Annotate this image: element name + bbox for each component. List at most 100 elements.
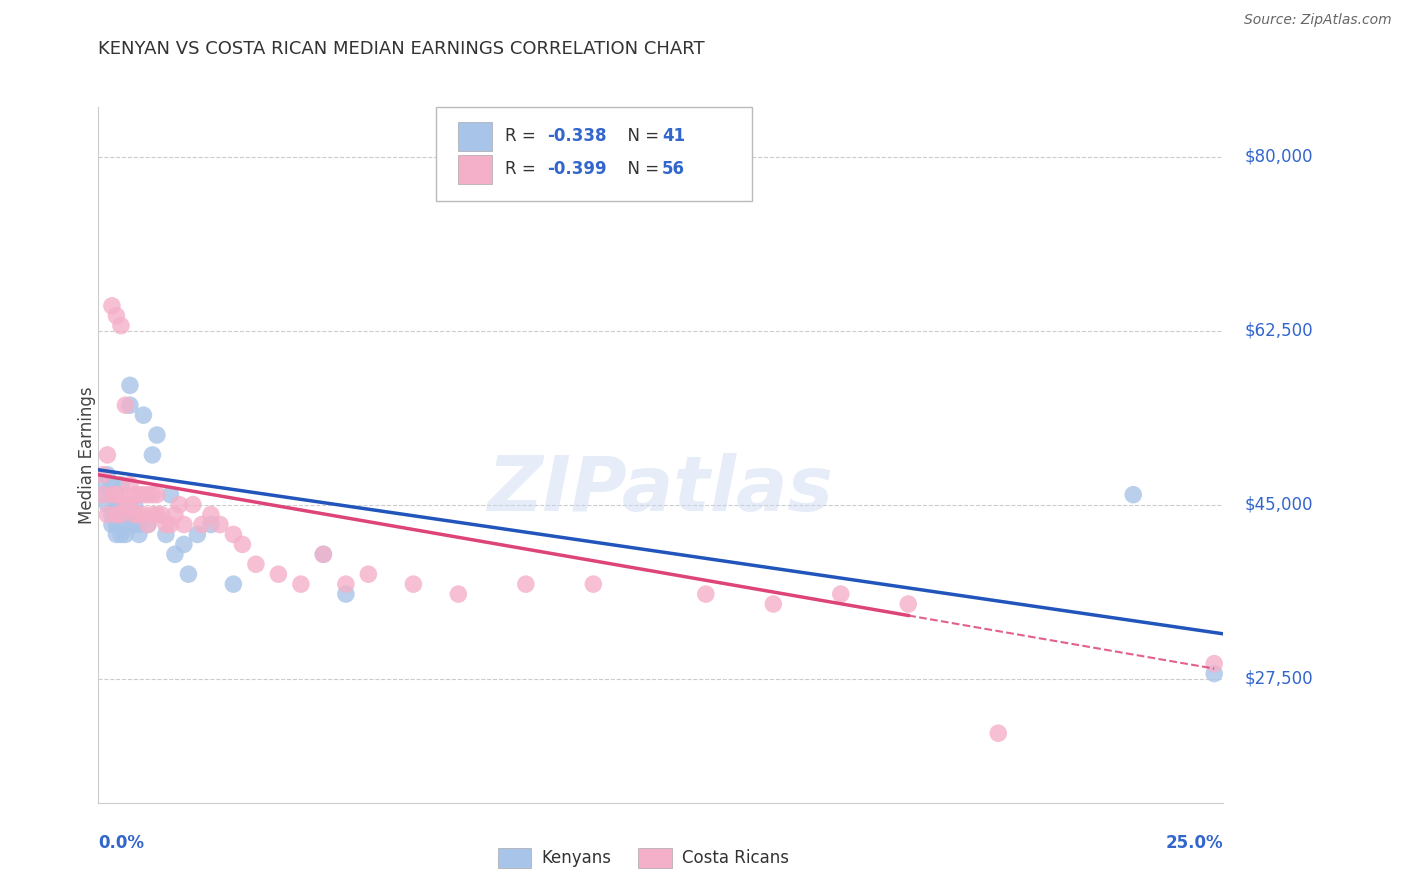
Text: $80,000: $80,000 — [1244, 148, 1313, 166]
Point — [181, 498, 204, 512]
Text: -0.399: -0.399 — [547, 161, 606, 178]
Point — [114, 517, 136, 532]
Point — [290, 577, 312, 591]
Point — [91, 477, 114, 491]
Point — [150, 508, 173, 522]
Text: 25.0%: 25.0% — [1166, 834, 1223, 852]
Point — [101, 477, 124, 491]
Point — [222, 577, 245, 591]
Point — [124, 517, 146, 532]
Point — [515, 577, 537, 591]
Point — [357, 567, 380, 582]
Point — [582, 577, 605, 591]
Text: ZIPatlas: ZIPatlas — [488, 453, 834, 526]
Y-axis label: Median Earnings: Median Earnings — [79, 386, 96, 524]
Point — [173, 537, 195, 551]
Point — [118, 378, 141, 392]
Point — [163, 547, 186, 561]
Point — [105, 309, 128, 323]
Point — [191, 517, 214, 532]
Point — [96, 498, 118, 512]
Point — [146, 488, 169, 502]
Point — [105, 527, 128, 541]
Point — [141, 488, 163, 502]
Point — [110, 488, 132, 502]
Point — [200, 508, 222, 522]
Point — [128, 517, 150, 532]
Point — [897, 597, 920, 611]
Point — [200, 517, 222, 532]
Text: Source: ZipAtlas.com: Source: ZipAtlas.com — [1244, 13, 1392, 28]
Point — [114, 398, 136, 412]
Point — [762, 597, 785, 611]
Point — [118, 498, 141, 512]
Point — [186, 527, 208, 541]
Text: $27,500: $27,500 — [1244, 670, 1313, 688]
Text: Costa Ricans: Costa Ricans — [682, 849, 789, 867]
Text: $62,500: $62,500 — [1244, 322, 1313, 340]
Point — [136, 488, 159, 502]
Text: R =: R = — [505, 128, 541, 145]
Point — [91, 467, 114, 482]
Point — [132, 488, 155, 502]
Point — [335, 577, 357, 591]
Point — [136, 517, 159, 532]
Point — [136, 517, 159, 532]
Point — [155, 517, 177, 532]
Point — [169, 498, 191, 512]
Point — [110, 508, 132, 522]
Point — [312, 547, 335, 561]
Point — [132, 508, 155, 522]
Point — [1122, 488, 1144, 502]
Point — [146, 508, 169, 522]
Point — [146, 428, 169, 442]
Point — [124, 508, 146, 522]
Point — [101, 517, 124, 532]
Point — [128, 508, 150, 522]
Point — [335, 587, 357, 601]
Point — [245, 558, 267, 572]
Point — [96, 508, 118, 522]
Point — [105, 498, 128, 512]
Point — [105, 488, 128, 502]
Point — [101, 299, 124, 313]
Text: KENYAN VS COSTA RICAN MEDIAN EARNINGS CORRELATION CHART: KENYAN VS COSTA RICAN MEDIAN EARNINGS CO… — [98, 40, 704, 58]
Point — [96, 467, 118, 482]
Point — [105, 488, 128, 502]
Point — [267, 567, 290, 582]
Point — [114, 498, 136, 512]
Point — [110, 508, 132, 522]
Text: Kenyans: Kenyans — [541, 849, 612, 867]
Text: N =: N = — [617, 161, 665, 178]
Point — [105, 508, 128, 522]
Point — [155, 527, 177, 541]
Text: 56: 56 — [662, 161, 685, 178]
Point — [222, 527, 245, 541]
Text: 41: 41 — [662, 128, 685, 145]
Point — [110, 318, 132, 333]
Point — [402, 577, 425, 591]
Text: N =: N = — [617, 128, 665, 145]
Point — [118, 477, 141, 491]
Point — [105, 517, 128, 532]
Point — [1204, 666, 1226, 681]
Point — [159, 517, 181, 532]
Point — [128, 488, 150, 502]
Point — [118, 398, 141, 412]
Point — [830, 587, 852, 601]
Point — [1204, 657, 1226, 671]
Point — [101, 488, 124, 502]
Point — [124, 498, 146, 512]
Point — [231, 537, 253, 551]
Point — [114, 508, 136, 522]
Point — [110, 498, 132, 512]
Point — [124, 488, 146, 502]
Point — [141, 508, 163, 522]
Point — [208, 517, 231, 532]
Point — [987, 726, 1010, 740]
Point — [177, 567, 200, 582]
Text: 0.0%: 0.0% — [98, 834, 145, 852]
Point — [110, 527, 132, 541]
Point — [159, 488, 181, 502]
Point — [128, 527, 150, 541]
